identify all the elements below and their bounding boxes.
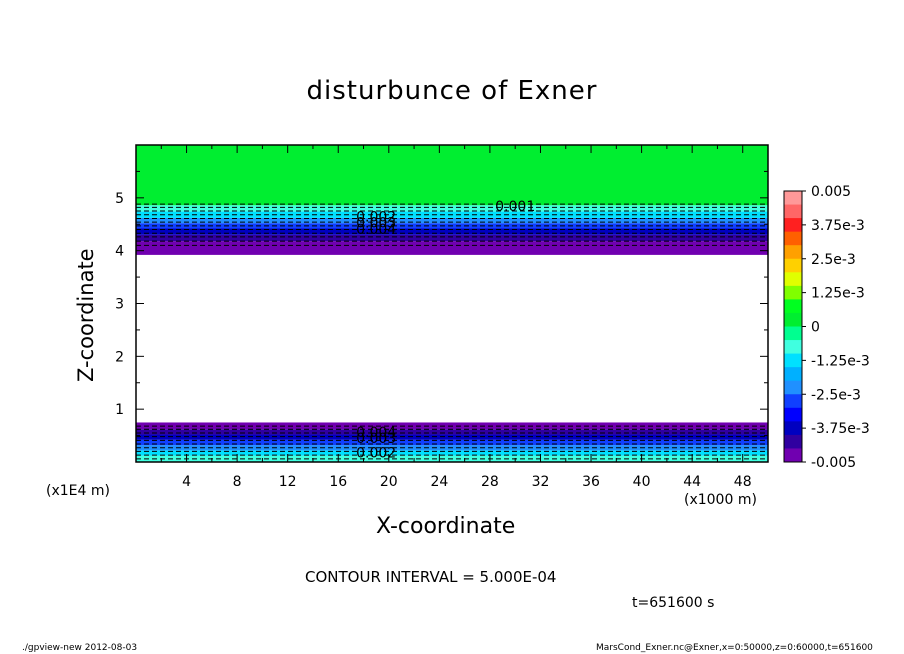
axis-ticks (136, 145, 769, 462)
contour-interval: CONTOUR INTERVAL = 5.000E-04 (305, 568, 557, 586)
colorbar-segment (784, 407, 802, 422)
colorbar-segment (784, 353, 802, 368)
x-tick-label: 20 (380, 474, 398, 490)
colorbar-segment (784, 312, 802, 327)
colorbar-segment (784, 434, 802, 449)
colorbar: 0.005 3.75e-3 2.5e-3 1.25e-3 0 -1.25e-3 -2.5e-… (783, 184, 870, 471)
colorbar-segment (784, 245, 802, 260)
x-tick-label: 4 (182, 474, 191, 490)
colorbar-label: 1.25e-3 (811, 286, 865, 302)
colorbar-label: -3.75e-3 (811, 421, 870, 437)
y-axis-unit: (x1E4 m) (46, 483, 110, 499)
colorbar-label: -2.5e-3 (811, 387, 861, 403)
contour-band-1 (136, 450, 768, 456)
contour-label: 0.001 (495, 199, 535, 215)
x-tick-label: 36 (582, 474, 600, 490)
colorbar-segment (784, 367, 802, 382)
contour-band-15 (136, 145, 768, 206)
x-tick-label: 28 (481, 474, 499, 490)
contour-band-7 (136, 254, 768, 423)
y-tick-label: 2 (115, 349, 124, 365)
contour-label: 0.004 (356, 222, 396, 238)
x-tick-label: 8 (233, 474, 242, 490)
footer-right: MarsCond_Exner.nc@Exner,x=0:50000,z=0:60… (596, 643, 873, 653)
colorbar-label: 0.005 (811, 184, 851, 200)
x-tick-label: 16 (329, 474, 347, 490)
contour-band-12 (136, 217, 768, 224)
colorbar-segment (784, 421, 802, 436)
contour-label: 0.002 (356, 445, 396, 461)
colorbar-label: 2.5e-3 (811, 252, 856, 268)
colorbar-segment (784, 326, 802, 341)
y-tick-label: 5 (115, 191, 124, 207)
colorbar-segment (784, 285, 802, 300)
contour-lines (136, 203, 768, 460)
time-label: t=651600 s (632, 595, 715, 611)
colorbar-label: 0 (811, 320, 820, 336)
y-axis-label: Z-coordinate (74, 248, 98, 382)
colorbar-segment (784, 231, 802, 246)
colorbar-segment (784, 299, 802, 314)
footer-left: ./gpview-new 2012-08-03 (22, 643, 138, 653)
x-tick-label: 44 (683, 474, 701, 490)
contour-band-5 (136, 429, 768, 435)
contour-band-10 (136, 228, 768, 235)
plot-area (136, 145, 768, 462)
colorbar-label: -0.005 (811, 455, 856, 471)
x-tick-label: 32 (532, 474, 550, 490)
y-tick-label: 3 (115, 297, 124, 313)
colorbar-segment (784, 191, 802, 206)
colorbar-segment (784, 340, 802, 355)
x-tick-label: 40 (633, 474, 651, 490)
x-axis-label: X-coordinate (376, 514, 516, 539)
contour-band-3 (136, 439, 768, 446)
y-tick-label: 4 (115, 244, 124, 260)
x-tick-labels: 4 8 12 16 20 24 28 32 36 40 44 48 (182, 474, 752, 490)
x-tick-label: 12 (279, 474, 297, 490)
colorbar-label: 3.75e-3 (811, 218, 865, 234)
y-tick-label: 1 (115, 402, 124, 418)
contour-band-9 (136, 234, 768, 242)
colorbar-segment (784, 394, 802, 409)
colorbar-segment (784, 272, 802, 287)
contour-band-8 (136, 241, 768, 255)
contour-label: 0.002 (356, 209, 396, 225)
chart-title: disturbunce of Exner (306, 76, 598, 106)
contour-band-14 (136, 205, 768, 212)
colorbar-segment (784, 380, 802, 395)
colorbar-segment (784, 204, 802, 219)
contour-band-4 (136, 434, 768, 440)
colorbar-label: -1.25e-3 (811, 353, 870, 369)
y-tick-labels: 1 2 3 4 5 (115, 191, 124, 418)
colorbar-segment (784, 218, 802, 233)
x-axis-unit: (x1000 m) (684, 492, 757, 508)
contour-label: 0.003 (356, 216, 396, 232)
colorbar-segment (784, 258, 802, 273)
contour-label: 0.004 (356, 425, 396, 441)
x-tick-label: 24 (430, 474, 448, 490)
x-tick-label: 48 (734, 474, 752, 490)
colorbar-segment (784, 448, 802, 463)
contour-label: 0.003 (356, 431, 396, 447)
